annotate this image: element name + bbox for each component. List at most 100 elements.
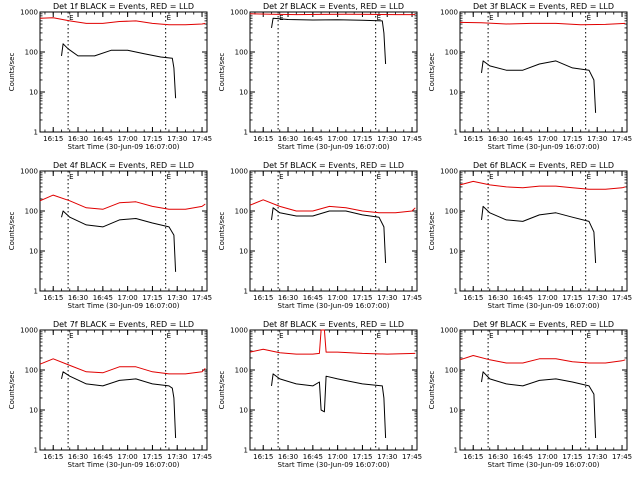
series-lld-line (39, 194, 206, 210)
panel-title: Det 7f BLACK = Events, RED = LLD (53, 320, 194, 329)
panel-title: Det 5f BLACK = Events, RED = LLD (263, 161, 404, 170)
x-tick-label: 17:45 (402, 453, 422, 461)
panel-title: Det 3f BLACK = Events, RED = LLD (473, 2, 614, 11)
y-tick-label: 1000 (440, 168, 458, 176)
x-axis-label: Start Time (30-Jun-09 16:07:00) (68, 143, 180, 151)
event-marker-label: E (69, 173, 73, 181)
event-marker-label: E (587, 173, 591, 181)
series-events-line (481, 371, 597, 439)
y-tick-label: 1 (34, 288, 38, 296)
y-axis-label: Counts/sec (8, 53, 16, 92)
x-tick-label: 16:30 (488, 294, 508, 302)
plot-frame (249, 11, 418, 133)
panel-9: Det 9f BLACK = Events, RED = LLD 1 10 100 10… (428, 320, 632, 469)
event-marker-label: E (377, 14, 381, 22)
y-axis-label: Counts/sec (218, 53, 226, 92)
y-axis-label: Counts/sec (428, 212, 436, 251)
x-tick-label: 17:30 (377, 453, 397, 461)
x-tick-label: 17:30 (377, 135, 397, 143)
event-marker-label: E (167, 332, 171, 340)
event-marker-label: E (587, 14, 591, 22)
x-tick-label: 17:30 (167, 453, 187, 461)
y-tick-label: 100 (445, 367, 458, 375)
panel-title: Det 4f BLACK = Events, RED = LLD (53, 161, 194, 170)
x-tick-label: 16:45 (513, 294, 533, 302)
plot-frame (249, 329, 418, 451)
x-axis-label: Start Time (30-Jun-09 16:07:00) (68, 461, 180, 469)
y-axis-label: Counts/sec (428, 53, 436, 92)
y-tick-label: 100 (235, 208, 248, 216)
x-tick-label: 16:45 (93, 453, 113, 461)
x-tick-label: 16:15 (253, 294, 273, 302)
x-tick-label: 17:15 (352, 135, 372, 143)
panel-5: Det 5f BLACK = Events, RED = LLD 1 10 100 10… (218, 161, 422, 310)
x-tick-label: 17:45 (402, 135, 422, 143)
x-tick-label: 16:45 (513, 135, 533, 143)
y-axis-label: Counts/sec (218, 371, 226, 410)
event-marker-label: E (489, 332, 493, 340)
panel-7: Det 7f BLACK = Events, RED = LLD 1 10 100 10… (8, 320, 212, 469)
series-events-line (481, 60, 597, 113)
y-tick-label: 1000 (20, 168, 38, 176)
x-tick-label: 16:45 (303, 135, 323, 143)
y-tick-label: 100 (445, 49, 458, 57)
x-tick-label: 17:00 (328, 453, 348, 461)
y-tick-label: 100 (235, 49, 248, 57)
panels-grid: Det 1f BLACK = Events, RED = LLD 1 10 100 10… (8, 2, 632, 469)
y-tick-label: 1000 (20, 327, 38, 335)
y-tick-label: 10 (29, 407, 38, 415)
plot-frame (39, 329, 208, 451)
x-tick-label: 17:00 (328, 294, 348, 302)
event-marker-label: E (279, 173, 283, 181)
y-tick-label: 10 (29, 248, 38, 256)
x-tick-label: 16:15 (253, 135, 273, 143)
x-tick-label: 16:15 (463, 135, 483, 143)
panel-4: Det 4f BLACK = Events, RED = LLD 1 10 100 10… (8, 161, 212, 310)
x-tick-label: 17:00 (538, 294, 558, 302)
series-lld-line (459, 355, 626, 364)
panel-6: Det 6f BLACK = Events, RED = LLD 1 10 100 10… (428, 161, 632, 310)
series-lld-line (249, 13, 416, 16)
panel-2: Det 2f BLACK = Events, RED = LLD 1 10 100 10… (218, 2, 422, 151)
x-tick-label: 16:45 (93, 294, 113, 302)
panel-title: Det 6f BLACK = Events, RED = LLD (473, 161, 614, 170)
plot-frame (459, 11, 628, 133)
x-tick-label: 16:30 (68, 294, 88, 302)
y-tick-label: 10 (449, 89, 458, 97)
y-tick-label: 1000 (230, 9, 248, 17)
y-tick-label: 100 (25, 49, 38, 57)
y-axis-label: Counts/sec (8, 371, 16, 410)
x-tick-label: 16:30 (68, 453, 88, 461)
series-lld-line (459, 21, 626, 26)
y-tick-label: 10 (29, 89, 38, 97)
x-tick-label: 17:15 (142, 294, 162, 302)
x-tick-label: 17:45 (402, 294, 422, 302)
x-tick-label: 16:30 (278, 453, 298, 461)
x-tick-label: 16:30 (68, 135, 88, 143)
y-axis-label: Counts/sec (428, 371, 436, 410)
series-events-line (271, 373, 387, 439)
series-events-line (271, 207, 387, 264)
y-tick-label: 1 (34, 447, 38, 455)
series-events-line (271, 17, 387, 65)
y-axis-label: Counts/sec (8, 212, 16, 251)
y-tick-label: 100 (25, 367, 38, 375)
x-tick-label: 17:15 (352, 453, 372, 461)
x-tick-label: 17:00 (538, 453, 558, 461)
x-tick-label: 17:15 (352, 294, 372, 302)
series-lld-line (459, 180, 626, 190)
series-lld-line (249, 329, 416, 355)
event-marker-label: E (279, 332, 283, 340)
x-axis-label: Start Time (30-Jun-09 16:07:00) (278, 461, 390, 469)
x-tick-label: 17:00 (118, 135, 138, 143)
x-tick-label: 17:00 (328, 135, 348, 143)
y-tick-label: 1000 (20, 9, 38, 17)
series-events-line (61, 43, 177, 99)
y-tick-label: 1 (34, 129, 38, 137)
plot-frame (459, 329, 628, 451)
x-tick-label: 17:30 (167, 294, 187, 302)
x-tick-label: 16:15 (43, 294, 63, 302)
x-tick-label: 17:45 (192, 294, 212, 302)
panel-title: Det 9f BLACK = Events, RED = LLD (473, 320, 614, 329)
